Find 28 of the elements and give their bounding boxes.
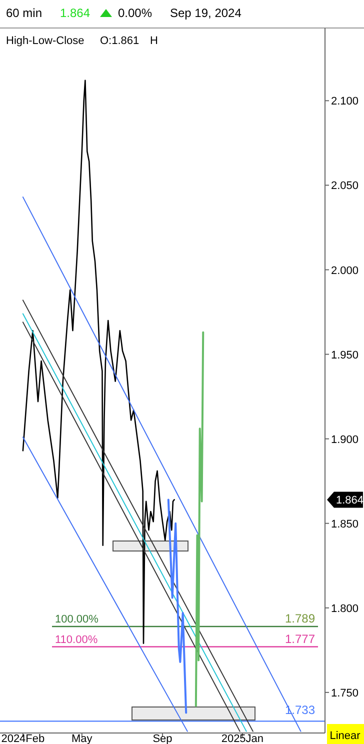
y-tick-label: 2.000 [331,264,359,277]
ref-line-label: 1.789 [284,611,316,626]
text: 60 min [6,6,42,20]
line-series [194,331,204,707]
y-tick-label: 2.100 [331,96,359,108]
line-series [22,80,175,644]
line-series [167,498,188,714]
x-tick-label: 2024Feb [1,733,45,744]
x-tick-label: May [72,733,93,744]
annotation: 110.00% [55,634,98,646]
y-tick-label: 1.850 [331,518,359,530]
y-tick-label: 1.950 [331,349,359,362]
annotation: 100.00% [55,613,99,626]
y-tick-label: 1.900 [331,434,359,446]
text: 1.864 [60,6,90,20]
ref-line-label: 1.777 [284,632,316,646]
y-tick-label: 1.750 [331,687,359,700]
text: 1.864 [336,494,364,507]
y-tick-label: 2.050 [331,180,359,192]
x-tick-label: Sep [152,733,172,744]
y-tick-label: 1.800 [331,602,359,615]
annotation: O:1.861 [100,35,140,47]
text: 0.00% [118,6,152,20]
x-tick-label: 2025Jan [221,733,264,744]
text: Sep 19, 2024 [170,6,242,20]
annotation: High-Low-Close [6,35,84,47]
text: Linear [330,730,361,742]
annotation: H [150,35,158,47]
